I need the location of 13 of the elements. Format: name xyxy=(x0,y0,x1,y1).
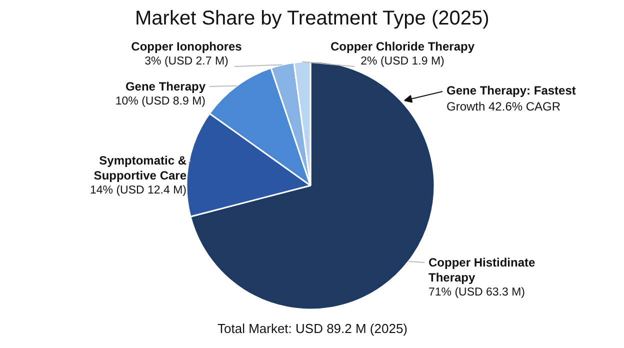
slice-label: Gene Therapy xyxy=(125,80,206,94)
slice-label: Copper Histidinate Therapy xyxy=(428,256,536,284)
chart-title: Market Share by Treatment Type (2025) xyxy=(135,8,490,30)
slice-label: Symptomatic & Supportive Care xyxy=(94,154,187,182)
data-label: 14% (USD 12.4 M) xyxy=(90,184,187,196)
slice-label: Copper Ionophores xyxy=(131,40,242,54)
data-label: 3% (USD 2.7 M) xyxy=(144,56,229,68)
data-label: 2% (USD 1.9 M) xyxy=(360,56,445,68)
text: Total Market: USD 89.2 M (2025) xyxy=(217,321,408,336)
slice-label: Copper Chloride Therapy xyxy=(330,40,475,54)
text: Gene Therapy: Fastest Growth 42.6% CAGR xyxy=(446,84,576,114)
data-label: 71% (USD 63.3 M) xyxy=(428,286,526,298)
data-label: 10% (USD 8.9 M) xyxy=(115,96,206,108)
